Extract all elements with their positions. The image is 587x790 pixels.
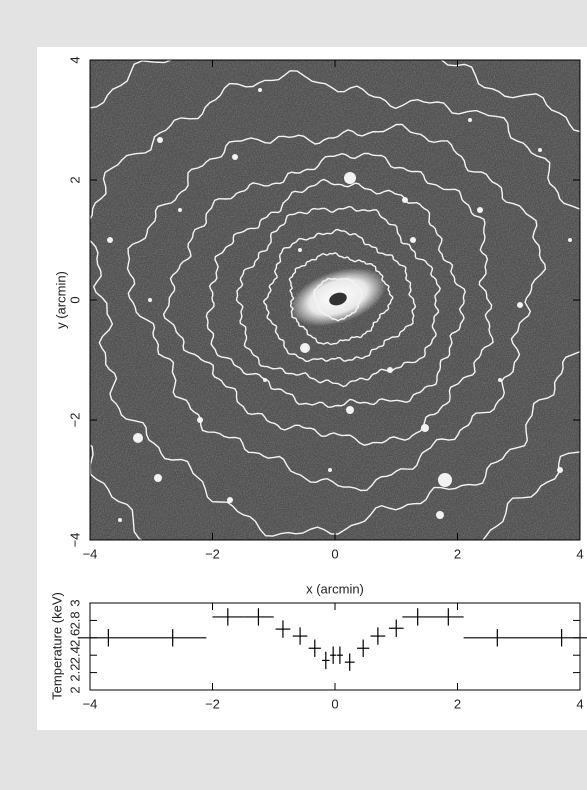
star — [517, 302, 523, 308]
x-tick-label: 2 — [454, 546, 461, 561]
y-tick-label: 0 — [67, 296, 82, 303]
x-tick-label: 0 — [331, 696, 338, 711]
star — [178, 208, 182, 212]
y-tick-label: 2 — [67, 686, 82, 693]
y-axis-label: Temperature (keV) — [49, 592, 64, 700]
star — [328, 468, 332, 472]
y-tick-label: −4 — [67, 533, 82, 548]
x-tick-label: −2 — [205, 546, 220, 561]
x-tick-label: 2 — [454, 696, 461, 711]
y-tick-label: 2.4 — [67, 646, 82, 664]
star — [107, 237, 113, 243]
x-tick-label: −4 — [83, 546, 98, 561]
star — [148, 298, 152, 302]
x-axis-label: x (arcmin) — [306, 581, 364, 596]
y-tick-label: 3 — [67, 599, 82, 606]
star — [557, 467, 563, 473]
star — [410, 237, 416, 243]
star — [157, 137, 163, 143]
y-tick-label: 2 — [67, 176, 82, 183]
y-tick-label: −2 — [67, 413, 82, 428]
star — [298, 248, 302, 252]
y-tick-label: 2.2 — [67, 664, 82, 682]
star — [568, 238, 572, 242]
star — [538, 148, 542, 152]
star — [154, 474, 162, 482]
star — [258, 88, 262, 92]
star — [477, 207, 483, 213]
star — [300, 343, 310, 353]
y-axis-label: y (arcmin) — [53, 271, 68, 329]
star — [436, 511, 444, 519]
figure: x (arcmin) y (arcmin) Temperature (keV) … — [0, 0, 587, 790]
x-tick-label: −4 — [83, 696, 98, 711]
x-tick-label: 4 — [576, 546, 583, 561]
star — [118, 518, 122, 522]
star — [232, 154, 238, 160]
star — [344, 172, 356, 184]
x-tick-label: −2 — [205, 696, 220, 711]
star — [438, 473, 452, 487]
x-tick-label: 0 — [331, 546, 338, 561]
star — [346, 406, 354, 414]
y-tick-label: 2.8 — [67, 611, 82, 629]
star — [133, 433, 143, 443]
y-tick-label: 4 — [67, 56, 82, 63]
x-tick-label: 4 — [576, 696, 583, 711]
sky-image — [24, 9, 587, 577]
star — [468, 118, 472, 122]
